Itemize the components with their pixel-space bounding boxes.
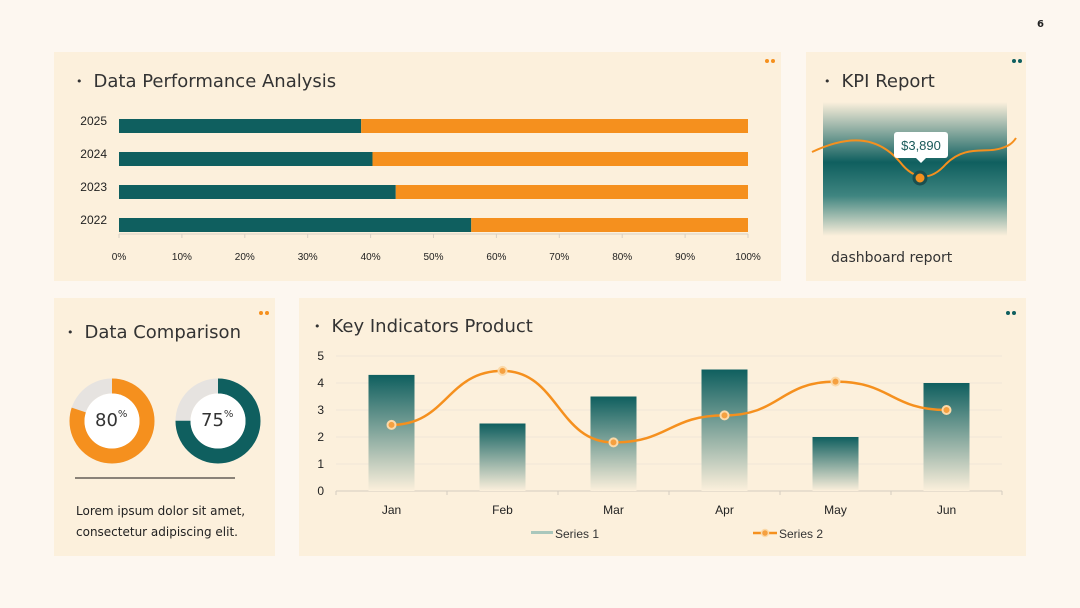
bar-segment xyxy=(361,119,748,133)
series2-point xyxy=(497,365,508,376)
donut-charts xyxy=(69,378,261,464)
y-tick-label: 2022 xyxy=(80,213,107,227)
card-menu-dots[interactable] xyxy=(259,311,269,315)
x-tick-label: 20% xyxy=(235,252,255,263)
kpi-point-marker[interactable] xyxy=(912,170,928,186)
legend-series2-label: Series 2 xyxy=(779,527,823,541)
kpi-subtitle: dashboard report xyxy=(831,250,953,266)
x-tick-label: 100% xyxy=(735,252,761,263)
series2-line xyxy=(391,369,947,444)
y-tick-label: 2 xyxy=(317,430,324,444)
x-tick-label: 0% xyxy=(112,252,127,263)
donut2-value: 75 xyxy=(201,410,224,431)
kpi-trend-line xyxy=(811,137,1017,178)
card-menu-dots[interactable] xyxy=(1006,311,1016,315)
kpi-gradient-band xyxy=(823,102,1007,236)
card-menu-dots[interactable] xyxy=(765,59,775,63)
bar-segment xyxy=(395,185,748,199)
bar-segment xyxy=(119,152,373,166)
y-tick-label: 2025 xyxy=(80,114,107,128)
y-tick-label: 0 xyxy=(317,484,324,498)
donut1-center xyxy=(84,393,140,449)
comparison-divider xyxy=(75,477,235,479)
comparison-title: Data Comparison xyxy=(84,322,241,343)
bar-segment xyxy=(119,218,472,232)
series2-point xyxy=(386,419,397,430)
series2-point xyxy=(941,405,952,415)
key-indicators-chart: 0 1 2 3 4 5 Jan Feb Mar Apr May Jun Series 1 Series 2 xyxy=(317,349,1003,541)
donut2-arc xyxy=(175,378,261,464)
x-tick-label: Mar xyxy=(603,503,624,517)
x-tick-label: 90% xyxy=(675,252,695,263)
donut1-arc xyxy=(69,378,155,464)
kpi-value-tooltip xyxy=(894,132,948,158)
kpi-wave-chart: $3,890 xyxy=(811,102,1017,236)
y-tick-label: 5 xyxy=(317,349,324,363)
bullet-icon: • xyxy=(67,326,74,339)
bar xyxy=(923,383,970,491)
y-tick-label: 2023 xyxy=(80,180,107,194)
bullet-icon: • xyxy=(314,320,321,333)
bar-segment xyxy=(119,119,362,133)
x-tick-label: 70% xyxy=(549,252,569,263)
bullet-icon: • xyxy=(824,75,831,88)
kpi-tooltip-pointer xyxy=(916,158,926,163)
x-tick-label: 60% xyxy=(486,252,506,263)
donut1-label: 80% xyxy=(95,409,128,431)
x-tick-label: 50% xyxy=(423,252,443,263)
x-tick-label: 80% xyxy=(612,252,632,263)
performance-title: Data Performance Analysis xyxy=(93,71,337,92)
key-indicators-title: Key Indicators Product xyxy=(331,316,533,337)
bar xyxy=(701,369,748,491)
key-indicators-card: • Key Indicators Product 0 1 2 3 4 5 Jan Feb Mar… xyxy=(299,298,1026,556)
y-tick-label: 4 xyxy=(317,376,324,390)
x-tick-label: Jun xyxy=(937,503,956,517)
donut1-value: 80 xyxy=(95,410,118,431)
bar-segment xyxy=(471,218,748,232)
legend-series1-label: Series 1 xyxy=(555,527,599,541)
x-tick-label: Feb xyxy=(492,503,513,517)
series2-point xyxy=(830,376,841,387)
y-tick-label: 1 xyxy=(317,457,324,471)
bar xyxy=(812,437,859,491)
comparison-text-line1: Lorem ipsum dolor sit amet, xyxy=(76,504,246,518)
series2-point xyxy=(608,437,619,448)
kpi-title-row: • KPI Report xyxy=(824,71,935,92)
x-tick-label: Jan xyxy=(382,503,401,517)
donut2-label: 75% xyxy=(201,409,234,431)
comparison-text: Lorem ipsum dolor sit amet, consectetur … xyxy=(76,501,245,543)
bar xyxy=(368,374,415,491)
comparison-card: • Data Comparison 80% 75% Lorem ipsum do… xyxy=(54,298,275,556)
performance-bar-chart: 2025 2024 2023 2022 0% 10% 20% 30% 40% 50% 60% 70% 8… xyxy=(80,114,761,263)
x-tick-label: Apr xyxy=(715,503,734,517)
x-tick-label: May xyxy=(824,503,847,517)
key-indicators-title-row: • Key Indicators Product xyxy=(314,316,533,337)
bullet-icon: • xyxy=(76,75,83,88)
kpi-card: • KPI Report $3,890 dashboard report xyxy=(806,52,1026,281)
kpi-value: $3,890 xyxy=(901,138,941,153)
x-tick-label: 10% xyxy=(172,252,192,263)
donut2-unit: % xyxy=(223,409,234,420)
bar-segment xyxy=(119,185,396,199)
bar xyxy=(479,423,526,491)
x-tick-label: 40% xyxy=(361,252,381,263)
y-tick-label: 2024 xyxy=(80,147,107,161)
performance-title-row: • Data Performance Analysis xyxy=(76,71,336,92)
legend-series2-marker xyxy=(760,528,770,538)
series2-point xyxy=(719,410,730,421)
legend-series1-swatch xyxy=(531,531,553,534)
x-tick-label: 30% xyxy=(298,252,318,263)
performance-card: • Data Performance Analysis 2025 2024 2023… xyxy=(54,52,781,281)
donut2-center xyxy=(190,393,246,449)
kpi-title: KPI Report xyxy=(841,71,935,92)
y-tick-label: 3 xyxy=(317,403,324,417)
bar-segment xyxy=(372,152,748,166)
page-number: 6 xyxy=(1037,19,1044,30)
card-menu-dots[interactable] xyxy=(1012,59,1022,63)
comparison-text-line2: consectetur adipiscing elit. xyxy=(76,525,238,539)
donut1-unit: % xyxy=(117,409,128,420)
comparison-title-row: • Data Comparison xyxy=(67,322,241,343)
